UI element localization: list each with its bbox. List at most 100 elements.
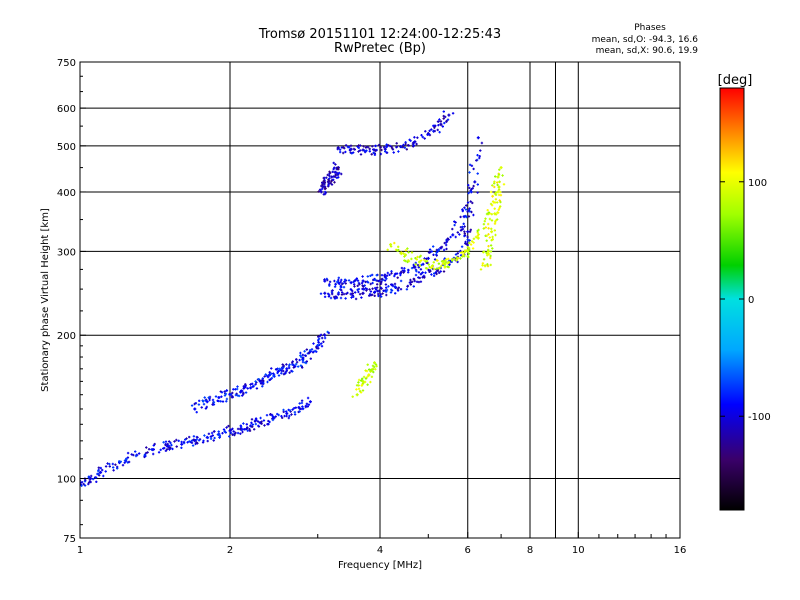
data-point	[310, 348, 314, 351]
data-point	[385, 286, 388, 289]
data-point	[326, 173, 329, 177]
data-point	[232, 430, 235, 433]
data-point	[460, 251, 463, 254]
data-point	[360, 296, 363, 299]
data-point	[305, 348, 308, 351]
data-point	[362, 381, 365, 385]
data-point	[364, 369, 367, 372]
data-point	[445, 247, 448, 251]
data-point	[304, 354, 307, 357]
data-point	[404, 259, 407, 263]
data-point	[407, 269, 410, 272]
data-point	[380, 280, 383, 283]
data-point	[463, 225, 466, 228]
data-point	[325, 277, 328, 281]
data-point	[241, 389, 244, 393]
data-point	[477, 228, 480, 232]
data-point	[323, 181, 326, 184]
data-point	[370, 375, 374, 378]
data-point	[397, 286, 400, 289]
data-point	[361, 275, 364, 278]
data-point	[459, 257, 462, 260]
data-point	[190, 441, 194, 444]
data-point	[476, 172, 479, 175]
data-point	[476, 234, 480, 237]
data-point	[83, 484, 87, 487]
data-point	[427, 263, 430, 266]
data-point	[364, 150, 367, 154]
data-point	[333, 285, 337, 288]
data-point	[266, 423, 269, 426]
data-point	[486, 209, 489, 212]
data-point	[353, 285, 356, 288]
data-point	[344, 144, 348, 147]
data-point	[211, 434, 214, 437]
data-point	[389, 245, 393, 248]
data-point	[323, 295, 327, 298]
data-point	[389, 291, 393, 294]
data-point	[437, 249, 440, 252]
data-point	[261, 377, 264, 380]
data-point	[314, 349, 317, 353]
data-point	[348, 148, 352, 151]
data-point	[362, 145, 365, 148]
data-point	[469, 243, 473, 246]
data-point	[372, 148, 375, 151]
data-point	[293, 413, 297, 416]
data-point	[341, 291, 344, 294]
data-point	[328, 177, 331, 180]
data-point	[231, 391, 234, 395]
data-point	[230, 428, 233, 432]
data-point	[464, 208, 468, 211]
data-point	[332, 178, 335, 181]
data-point	[487, 227, 490, 230]
data-point	[373, 361, 376, 365]
data-point	[494, 175, 497, 178]
data-point	[330, 183, 334, 186]
data-point	[481, 264, 484, 267]
data-point	[337, 168, 340, 171]
data-point	[385, 274, 389, 277]
data-point	[290, 413, 293, 416]
data-point	[501, 174, 504, 177]
data-point	[297, 406, 301, 409]
data-point	[190, 439, 194, 442]
data-point	[380, 148, 383, 152]
data-point	[403, 255, 406, 258]
data-point	[249, 383, 252, 386]
data-point	[380, 295, 383, 298]
data-point	[459, 215, 462, 219]
data-point	[180, 440, 183, 444]
data-point	[489, 190, 493, 194]
data-point	[417, 280, 421, 284]
data-point	[204, 399, 207, 402]
data-point	[428, 133, 431, 136]
data-point	[253, 428, 256, 431]
data-point	[394, 292, 397, 295]
data-point	[440, 264, 443, 268]
data-point	[281, 416, 284, 419]
data-point	[427, 251, 431, 254]
data-point	[266, 380, 269, 384]
data-point	[324, 191, 327, 194]
data-point	[285, 412, 289, 415]
data-point	[493, 222, 497, 225]
data-point	[301, 359, 305, 362]
data-point	[323, 336, 327, 340]
data-point	[365, 149, 368, 152]
data-point	[472, 213, 475, 217]
data-point	[330, 289, 334, 293]
data-point	[372, 151, 375, 154]
data-point	[236, 394, 239, 397]
data-point	[104, 470, 107, 473]
data-point	[272, 372, 275, 375]
data-point	[317, 335, 320, 338]
data-point	[463, 230, 466, 233]
data-point	[456, 231, 459, 234]
data-point	[451, 233, 455, 237]
data-point	[251, 385, 254, 388]
colorbar-ticks: 100 0 -100	[720, 178, 771, 423]
data-point	[288, 409, 292, 412]
data-point	[498, 185, 501, 188]
